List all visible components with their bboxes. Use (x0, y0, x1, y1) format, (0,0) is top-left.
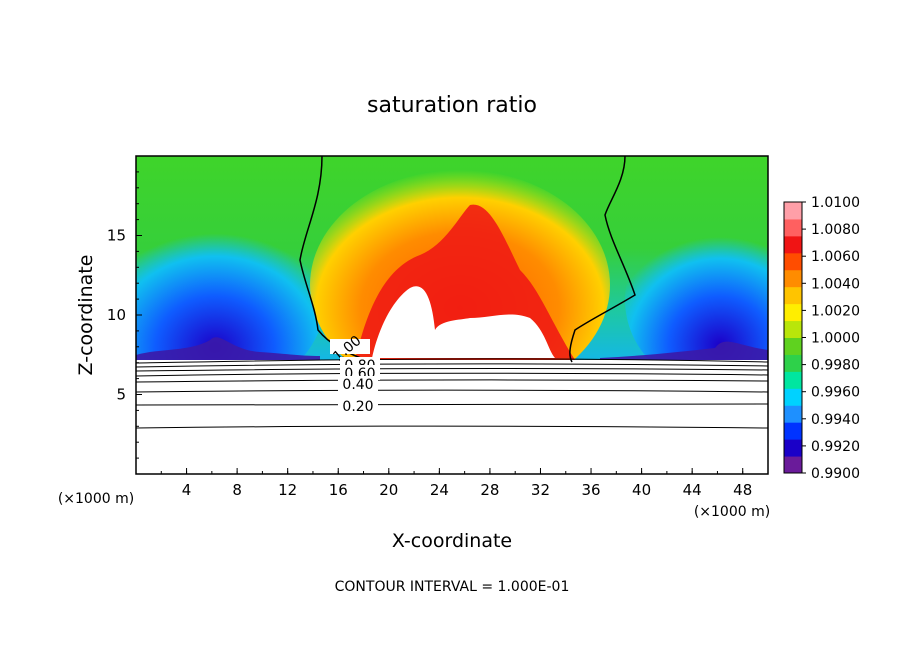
colorbar-tick-label: 1.0080 (811, 222, 860, 238)
y-axis-title: Z-coordinate (75, 255, 97, 376)
x-tick-label: 28 (480, 481, 499, 499)
x-tick-label: 24 (430, 481, 449, 499)
contour-label: 0.20 (342, 399, 373, 415)
y-tick-label: 10 (107, 306, 126, 324)
x-tick-label: 32 (531, 481, 550, 499)
y-tick-label: 15 (107, 227, 126, 245)
colorbar-swatch (784, 303, 802, 322)
x-tick-label: 4 (182, 481, 192, 499)
colorbar-tick-label: 1.0000 (811, 331, 860, 347)
contour-label-bg (338, 398, 378, 413)
x-tick-label: 40 (632, 481, 651, 499)
colorbar: 1.0100 1.0080 1.0060 1.0040 1.0020 1.0000 0.99… (783, 195, 860, 482)
colorbar-tick-label: 1.0060 (811, 249, 860, 265)
colorbar-swatch (784, 456, 802, 474)
x-tick-label: 44 (683, 481, 702, 499)
colorbar-swatch (784, 320, 802, 338)
contour-label-bg (338, 376, 378, 391)
colorbar-swatch (784, 405, 802, 423)
colorbar-swatch (784, 439, 802, 457)
colorbar-tick-label: 1.0100 (811, 195, 860, 211)
colorbar-swatch (784, 286, 802, 305)
colorbar-tick-label: 0.9980 (811, 358, 860, 374)
contour-label-bg (330, 339, 370, 354)
colorbar-tick-label: 1.0020 (811, 303, 860, 319)
colorbar-tick-label: 1.0040 (811, 276, 860, 292)
x-unit-label: (×1000 m) (694, 504, 770, 520)
colorbar-tick-label: 0.9900 (811, 466, 860, 482)
x-tick-label: 8 (232, 481, 242, 499)
colorbar-swatch (784, 269, 802, 288)
contour-interval-text: CONTOUR INTERVAL = 1.000E-01 (335, 579, 570, 595)
colorbar-swatch (784, 388, 802, 406)
colorbar-swatch (784, 422, 802, 440)
x-axis-title: X-coordinate (392, 530, 512, 552)
contour-field (136, 156, 768, 474)
colorbar-swatch (784, 235, 802, 254)
colorbar-swatch (784, 252, 802, 271)
colorbar-swatch (784, 218, 802, 237)
y-tick-label: 5 (116, 386, 126, 404)
x-tick-label: 48 (733, 481, 752, 499)
colorbar-tick-label: 0.9960 (811, 385, 860, 401)
colorbar-swatch (784, 354, 802, 372)
colorbar-tick-label: 0.9940 (811, 412, 860, 428)
z-unit-label: (×1000 m) (58, 491, 134, 507)
x-tick-label: 36 (581, 481, 600, 499)
colorbar-tick-label: 0.9920 (811, 439, 860, 455)
x-tick-label: 12 (278, 481, 297, 499)
colorbar-swatch (784, 202, 802, 220)
contour-label: 0.40 (342, 377, 373, 393)
x-tick-label: 20 (379, 481, 398, 499)
x-tick-label: 16 (329, 481, 348, 499)
colorbar-swatch (784, 371, 802, 389)
colorbar-swatch (784, 337, 802, 355)
chart-title: saturation ratio (367, 93, 537, 118)
